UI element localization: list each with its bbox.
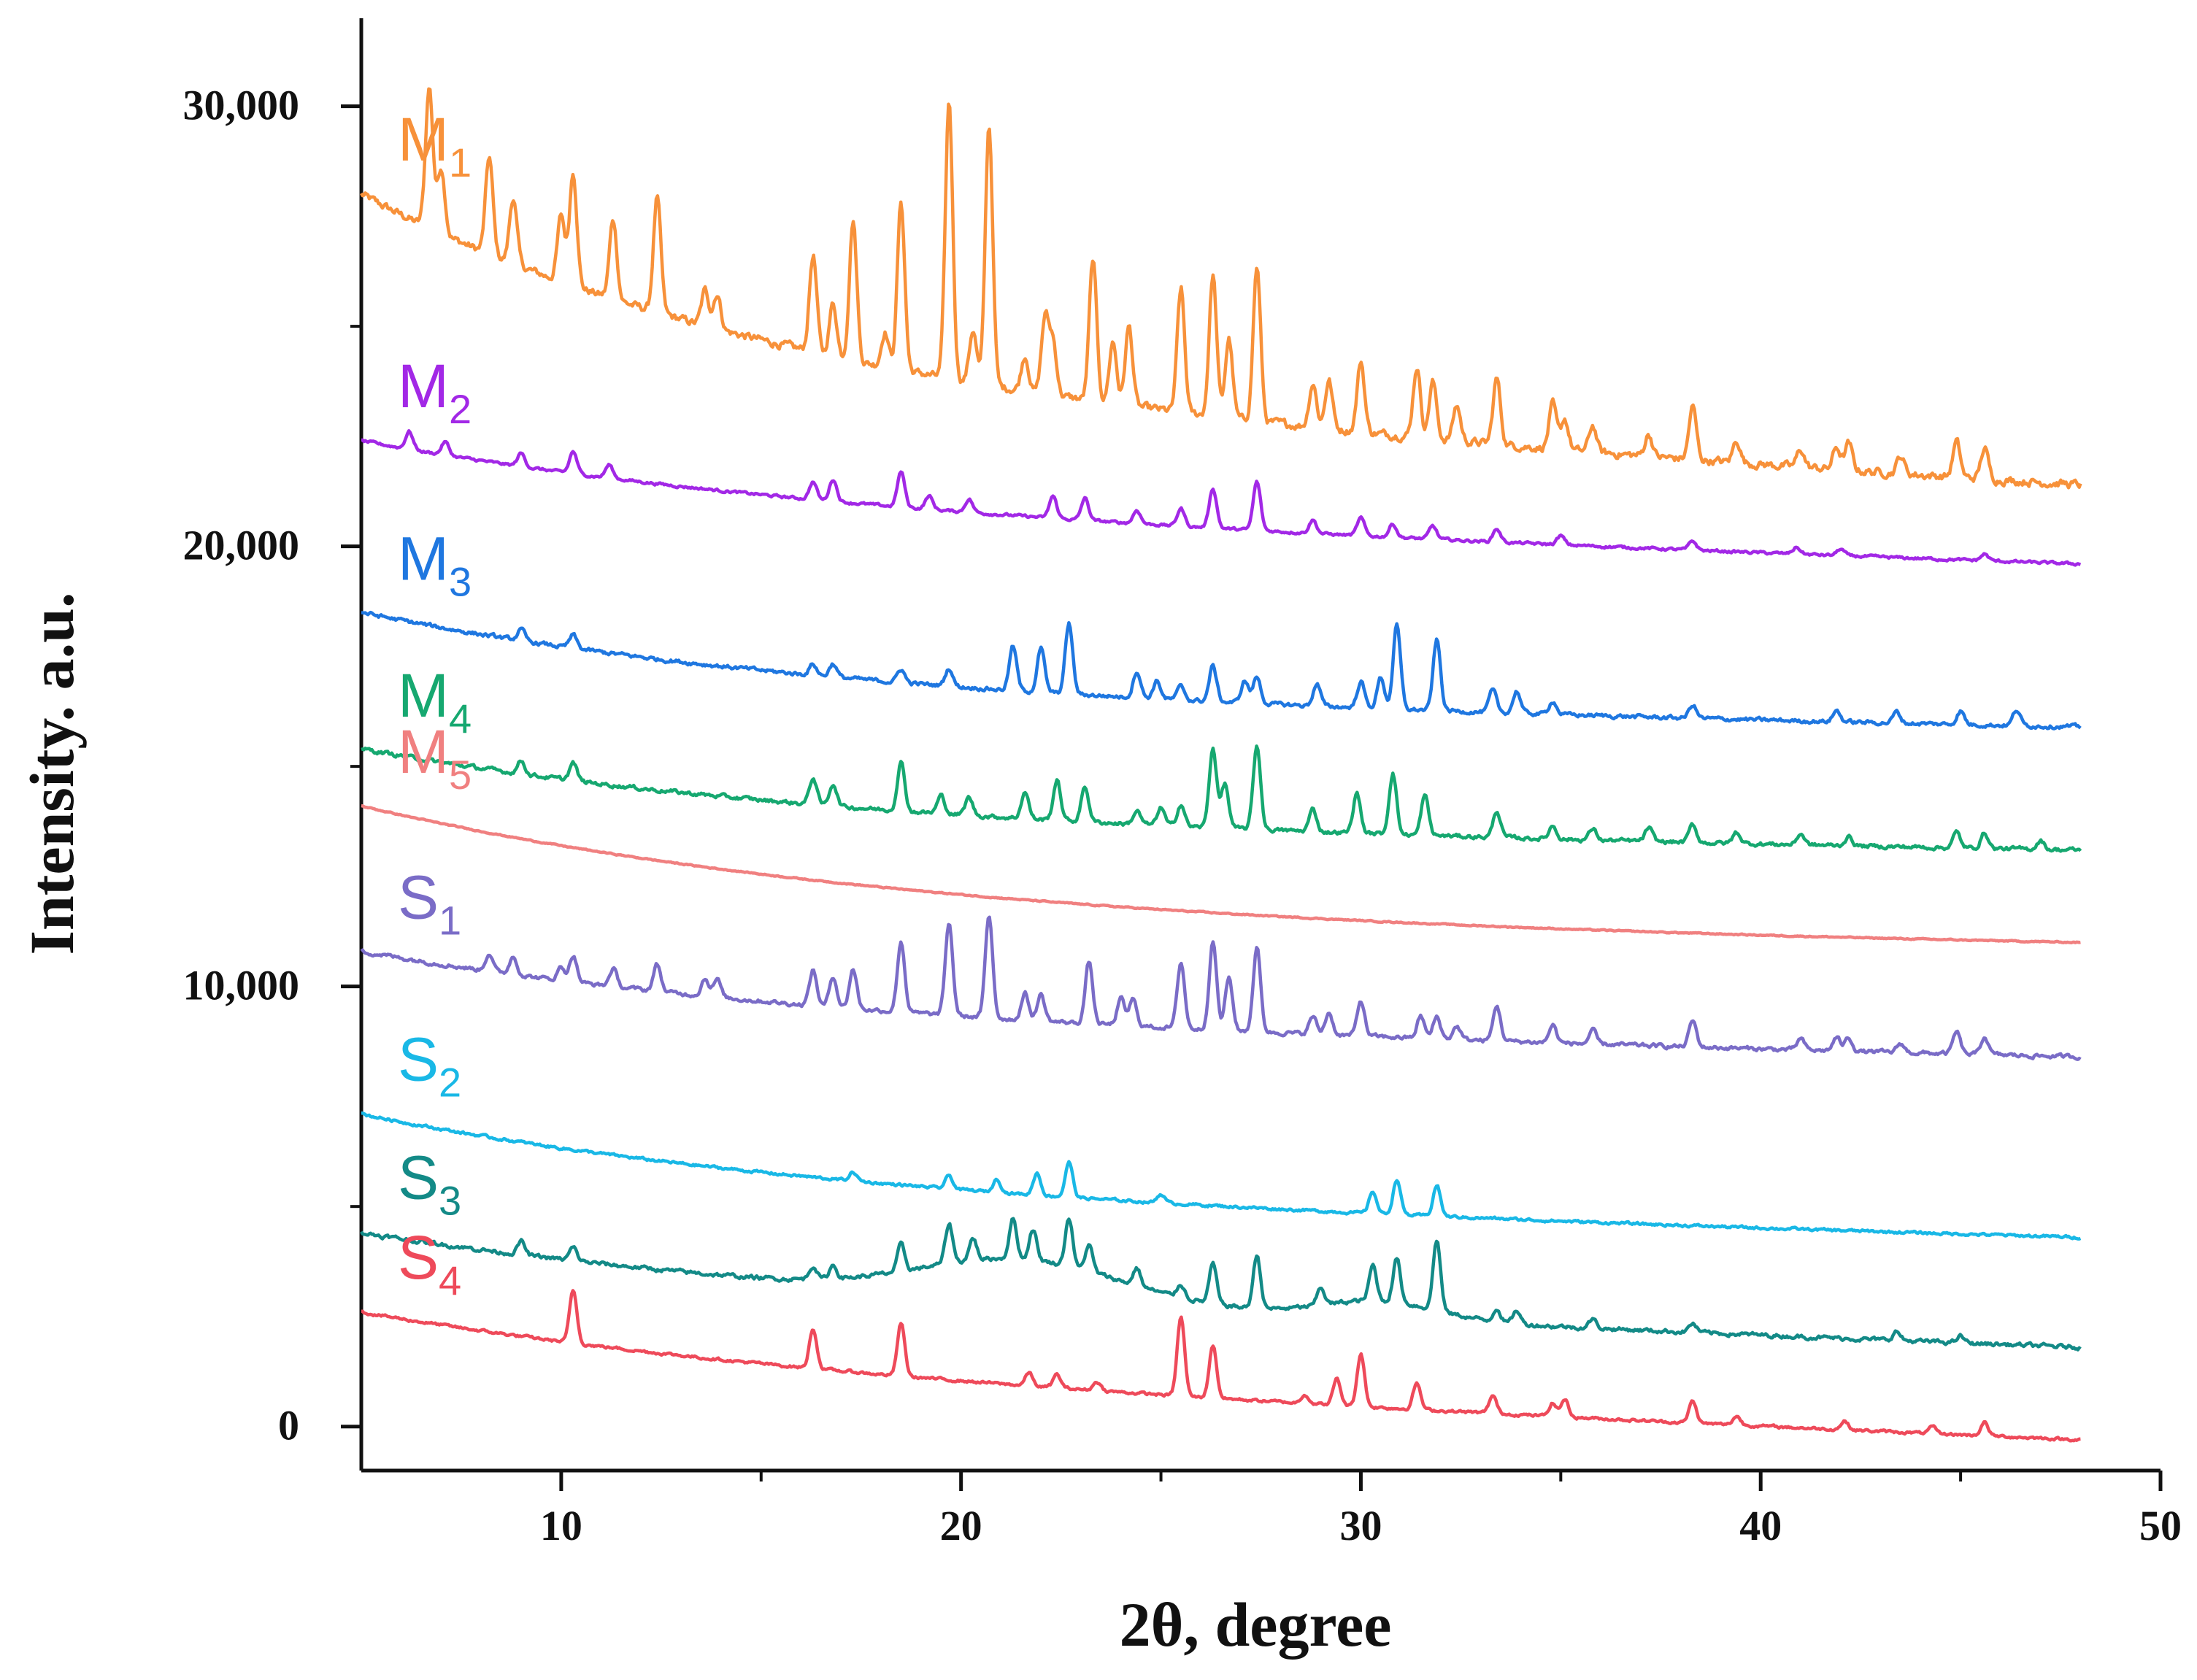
series-line-S4 bbox=[361, 1289, 2081, 1443]
y-axis-ticks: 0 10,000 20,000 30,000 bbox=[183, 82, 361, 1449]
y-axis-title: Intensity. a.u. bbox=[17, 592, 87, 955]
y-tick-label-10,000: 10,000 bbox=[183, 962, 300, 1009]
x-axis-ticks: 10 20 30 40 50 bbox=[540, 1471, 2182, 1549]
series-label-M2: M2 bbox=[398, 352, 472, 432]
series-label-M3: M3 bbox=[398, 524, 472, 604]
x-tick-label-40: 40 bbox=[1739, 1502, 1782, 1549]
series-label-M1: M1 bbox=[398, 105, 472, 185]
x-tick-label-10: 10 bbox=[540, 1502, 582, 1549]
series-line-M2 bbox=[361, 429, 2082, 567]
series-label-M5: M5 bbox=[398, 717, 472, 798]
series-line-S1 bbox=[360, 915, 2082, 1061]
series-line-S3 bbox=[360, 1217, 2082, 1352]
y-tick-label-30,000: 30,000 bbox=[183, 82, 300, 129]
y-tick-label-20,000: 20,000 bbox=[183, 522, 300, 569]
series-line-M3 bbox=[361, 610, 2082, 731]
series-label-S2: S2 bbox=[398, 1025, 461, 1105]
series-line-M1 bbox=[360, 87, 2082, 490]
series-line-S2 bbox=[361, 1111, 2082, 1241]
series-label-M4: M4 bbox=[398, 661, 472, 741]
series-label-S1: S1 bbox=[398, 863, 461, 943]
x-axis-title: 2θ, degree bbox=[1120, 1590, 1392, 1660]
series-label-S3: S3 bbox=[398, 1144, 461, 1224]
x-tick-label-50: 50 bbox=[2139, 1502, 2182, 1549]
series-label-S4: S4 bbox=[398, 1223, 461, 1303]
x-tick-label-30: 30 bbox=[1339, 1502, 1382, 1549]
plot-area: 10 20 30 40 50 0 10,000 20,000 30,000 M1 M2 M3 M4M… bbox=[183, 18, 2182, 1549]
y-tick-label-0: 0 bbox=[278, 1402, 299, 1449]
series-line-M4 bbox=[361, 744, 2082, 853]
series-lines bbox=[360, 87, 2082, 1443]
x-tick-label-20: 20 bbox=[940, 1502, 982, 1549]
series-line-M5 bbox=[361, 804, 2081, 945]
